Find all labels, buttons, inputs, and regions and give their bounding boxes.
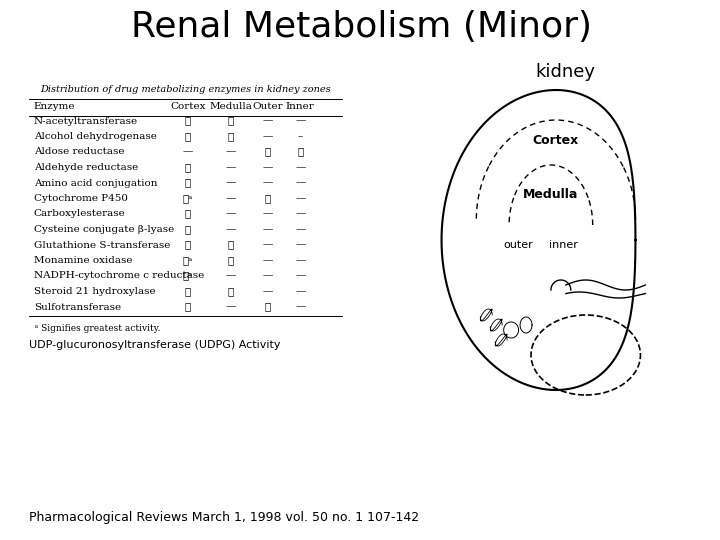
Text: ✓: ✓ [185, 117, 191, 125]
Text: Inner: Inner [286, 102, 315, 111]
Text: ✓: ✓ [185, 132, 191, 141]
Text: ᵃ Signifies greatest activity.: ᵃ Signifies greatest activity. [29, 324, 161, 333]
Text: Enzyme: Enzyme [34, 102, 75, 111]
Text: —: — [225, 179, 236, 187]
Text: ✓ᵃ: ✓ᵃ [183, 272, 193, 280]
Text: Renal Metabolism (Minor): Renal Metabolism (Minor) [132, 10, 593, 44]
Text: ✓ᵃ: ✓ᵃ [183, 194, 193, 203]
Text: ✓: ✓ [185, 210, 191, 219]
Text: ✓: ✓ [264, 194, 271, 203]
Text: —: — [295, 117, 305, 125]
Text: —: — [262, 132, 273, 141]
Text: —: — [262, 117, 273, 125]
Text: —: — [295, 240, 305, 249]
Text: ✓ᵃ: ✓ᵃ [183, 256, 193, 265]
Text: Outer: Outer [252, 102, 283, 111]
Text: Cortex: Cortex [533, 133, 579, 146]
Text: ✓: ✓ [228, 132, 234, 141]
Text: ✓: ✓ [185, 287, 191, 296]
Text: —: — [295, 302, 305, 312]
Text: Medulla: Medulla [210, 102, 252, 111]
Text: —: — [225, 194, 236, 203]
Text: ✓: ✓ [185, 240, 191, 249]
Text: Sulfotransferase: Sulfotransferase [34, 302, 121, 312]
Text: —: — [225, 147, 236, 157]
Text: outer: outer [503, 240, 533, 250]
Text: NADPH-cytochrome c reductase: NADPH-cytochrome c reductase [34, 272, 204, 280]
Text: —: — [262, 256, 273, 265]
Text: —: — [262, 272, 273, 280]
Text: —: — [295, 287, 305, 296]
Text: —: — [295, 194, 305, 203]
Text: ✓: ✓ [185, 179, 191, 187]
Text: inner: inner [549, 240, 578, 250]
Text: –: – [297, 132, 303, 141]
Text: Monamine oxidase: Monamine oxidase [34, 256, 132, 265]
Text: —: — [225, 302, 236, 312]
Text: ✓: ✓ [297, 147, 303, 157]
Text: ✓: ✓ [228, 240, 234, 249]
Text: Aldose reductase: Aldose reductase [34, 147, 125, 157]
Text: —: — [225, 163, 236, 172]
Text: —: — [295, 272, 305, 280]
Text: ✓: ✓ [185, 225, 191, 234]
Text: Pharmacological Reviews March 1, 1998 vol. 50 no. 1 107-142: Pharmacological Reviews March 1, 1998 vo… [29, 511, 419, 524]
Text: kidney: kidney [536, 63, 596, 81]
Text: —: — [183, 147, 193, 157]
Text: Aldehyde reductase: Aldehyde reductase [34, 163, 138, 172]
Text: ✓: ✓ [264, 302, 271, 312]
Text: Medulla: Medulla [523, 188, 579, 201]
Text: Glutathione S-transferase: Glutathione S-transferase [34, 240, 170, 249]
Text: ✓: ✓ [185, 163, 191, 172]
Text: Cytochrome P450: Cytochrome P450 [34, 194, 127, 203]
Text: Distribution of drug metabolizing enzymes in kidney zones: Distribution of drug metabolizing enzyme… [40, 85, 330, 94]
Text: Carboxylesterase: Carboxylesterase [34, 210, 125, 219]
Text: UDP-glucuronosyltransferase (UDPG) Activity: UDP-glucuronosyltransferase (UDPG) Activ… [29, 340, 280, 350]
Text: ✓: ✓ [228, 287, 234, 296]
Text: —: — [262, 210, 273, 219]
Text: —: — [295, 163, 305, 172]
Text: —: — [295, 179, 305, 187]
Text: —: — [262, 240, 273, 249]
Text: —: — [225, 210, 236, 219]
Text: Steroid 21 hydroxylase: Steroid 21 hydroxylase [34, 287, 156, 296]
Text: —: — [295, 210, 305, 219]
Text: —: — [295, 256, 305, 265]
Text: ✓: ✓ [185, 302, 191, 312]
Text: Alcohol dehydrogenase: Alcohol dehydrogenase [34, 132, 156, 141]
Text: —: — [225, 272, 236, 280]
Text: Cortex: Cortex [170, 102, 206, 111]
Text: —: — [225, 225, 236, 234]
Text: ✓: ✓ [228, 117, 234, 125]
Text: Cysteine conjugate β-lyase: Cysteine conjugate β-lyase [34, 225, 174, 234]
Text: ✓: ✓ [228, 256, 234, 265]
Text: N-acetyltransferase: N-acetyltransferase [34, 117, 138, 125]
Text: ✓: ✓ [264, 147, 271, 157]
Text: Amino acid conjugation: Amino acid conjugation [34, 179, 157, 187]
Text: —: — [262, 287, 273, 296]
Text: —: — [262, 163, 273, 172]
Text: —: — [262, 179, 273, 187]
Text: —: — [295, 225, 305, 234]
Text: —: — [262, 225, 273, 234]
